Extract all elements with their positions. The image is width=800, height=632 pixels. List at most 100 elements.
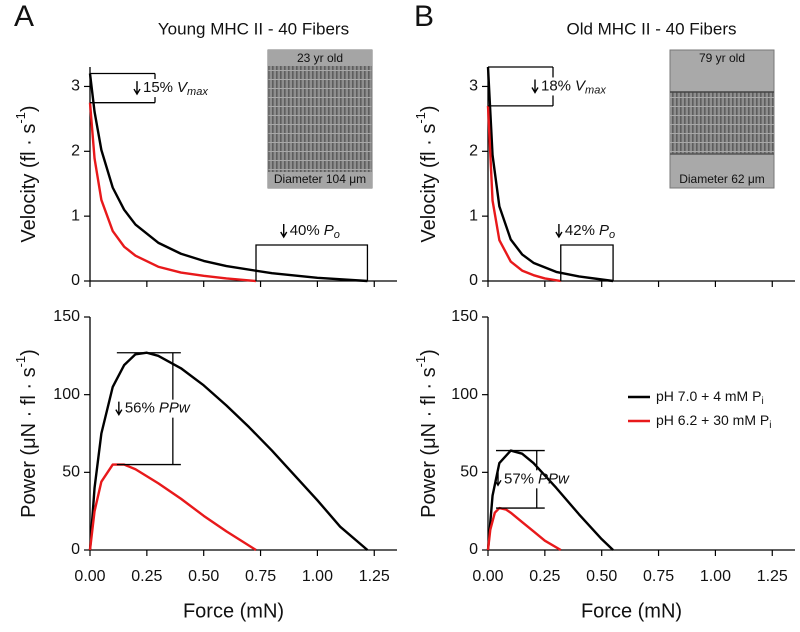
- series-line: [486, 105, 561, 283]
- annotation: 40% Po: [290, 222, 340, 241]
- inset-bottom-label: Diameter 104 μm: [274, 172, 366, 186]
- y-axis-label-sup: -1: [13, 112, 28, 124]
- annotation-symbol: P: [599, 222, 609, 239]
- annotation-value: 15%: [143, 79, 173, 96]
- y-axis-label-text: Power (μN · fl · s: [418, 367, 440, 517]
- panel-label: A: [14, 0, 34, 33]
- y-axis-label-text: Velocity (fl · s: [18, 124, 40, 243]
- annotation-arrow: [115, 401, 123, 417]
- inset-top-label: 23 yr old: [297, 51, 343, 65]
- inset-top-label: 79 yr old: [699, 51, 745, 65]
- chart-title: Young MHC II - 40 Fibers: [158, 19, 349, 38]
- y-tick-label: 2: [71, 143, 80, 160]
- x-tick-label: 0.50: [188, 568, 219, 585]
- y-axis-label-sup: -1: [413, 112, 428, 124]
- annotation-symbol: PPw: [538, 470, 570, 487]
- y-tick-label: 50: [460, 464, 478, 481]
- x-tick-label: 0.50: [586, 568, 617, 585]
- series-line: [486, 66, 614, 283]
- legend-label-sub: i: [761, 396, 763, 407]
- annotation: 15% Vmax: [143, 79, 208, 98]
- annotation-symbol: V: [177, 79, 189, 96]
- annotation-value: 57%: [504, 470, 534, 487]
- y-tick-label: 100: [451, 386, 478, 403]
- x-tick-label: 0.75: [643, 568, 674, 585]
- y-axis-label: Power (μN · fl · s-1): [13, 349, 40, 518]
- annotation-arrow: [494, 472, 502, 487]
- annotation-symbol: V: [575, 77, 587, 94]
- annotation-subscript: max: [585, 84, 606, 96]
- y-tick-label: 0: [71, 541, 80, 558]
- inset-label-band: [268, 172, 372, 188]
- y-axis-label: Velocity (fl · s-1): [13, 105, 40, 242]
- series-line: [486, 506, 562, 552]
- y-tick-label: 3: [469, 78, 478, 95]
- annotation-value: 42%: [565, 222, 595, 239]
- y-axis-label: Power (μN · fl · s-1): [413, 349, 440, 518]
- y-axis-label: Velocity (fl · s-1): [413, 105, 440, 242]
- panel-label: B: [414, 0, 434, 33]
- legend-label-sub: i: [769, 420, 771, 431]
- annotation-symbol: PPw: [159, 400, 191, 417]
- annotation-arrow: [280, 224, 288, 239]
- annotation-subscript: max: [187, 86, 208, 98]
- y-tick-label: 100: [53, 386, 80, 403]
- annotation-value: 56%: [125, 400, 155, 417]
- x-axis-label: Force (mN): [581, 600, 682, 622]
- y-tick-label: 0: [71, 272, 80, 289]
- inset-label-band: [268, 50, 372, 66]
- series-line: [88, 102, 257, 283]
- x-tick-label: 0.00: [472, 568, 503, 585]
- annotation-value: 18%: [541, 77, 571, 94]
- y-axis-label-tail: ): [18, 105, 40, 112]
- x-tick-label: 0.00: [74, 568, 105, 585]
- series-line: [88, 73, 368, 283]
- annotation: 42% Po: [565, 222, 615, 241]
- y-tick-label: 2: [469, 143, 478, 160]
- y-tick-label: 0: [469, 272, 478, 289]
- x-tick-label: 1.25: [359, 568, 390, 585]
- legend-label-text: pH 6.2 + 30 mM P: [656, 412, 769, 428]
- annotation: 18% Vmax: [541, 77, 606, 96]
- y-axis-label-tail: ): [418, 349, 440, 356]
- y-axis-label-sup: -1: [13, 356, 28, 368]
- y-axis-label-text: Power (μN · fl · s: [18, 367, 40, 517]
- series-line: [88, 351, 369, 551]
- legend-label-text: pH 7.0 + 4 mM P: [656, 388, 761, 404]
- x-tick-label: 0.25: [529, 568, 560, 585]
- bracket-line: [560, 244, 614, 281]
- series-line: [486, 449, 614, 551]
- annotation-subscript: o: [609, 229, 615, 241]
- y-tick-label: 150: [53, 308, 80, 325]
- annotation-symbol: P: [324, 222, 334, 239]
- bracket-line: [255, 244, 369, 281]
- x-axis-label: Force (mN): [183, 600, 284, 622]
- annotation-subscript: o: [334, 229, 340, 241]
- y-tick-label: 3: [71, 78, 80, 95]
- series-line: [88, 463, 257, 552]
- y-axis-label-tail: ): [18, 349, 40, 356]
- y-axis-label-text: Velocity (fl · s: [418, 124, 440, 243]
- annotation-arrow: [555, 224, 563, 239]
- legend-label: pH 6.2 + 30 mM Pi: [656, 412, 771, 431]
- x-tick-label: 1.00: [302, 568, 333, 585]
- inset-image: [267, 49, 373, 189]
- y-tick-label: 1: [469, 207, 478, 224]
- legend-label: pH 7.0 + 4 mM Pi: [656, 388, 764, 407]
- y-tick-label: 1: [71, 207, 80, 224]
- chart-title: Old MHC II - 40 Fibers: [566, 19, 736, 38]
- y-tick-label: 0: [469, 541, 478, 558]
- y-tick-label: 150: [451, 308, 478, 325]
- annotation-arrow: [133, 81, 141, 96]
- annotation: 56% PPw: [125, 400, 191, 417]
- inset-fiber: [670, 92, 774, 154]
- x-tick-label: 0.25: [131, 568, 162, 585]
- y-axis-label-tail: ): [418, 105, 440, 112]
- x-tick-label: 0.75: [245, 568, 276, 585]
- annotation: 57% PPw: [504, 470, 570, 487]
- x-tick-label: 1.25: [757, 568, 788, 585]
- annotation-arrow: [531, 79, 539, 94]
- y-axis-label-sup: -1: [413, 356, 428, 368]
- y-tick-label: 50: [62, 464, 80, 481]
